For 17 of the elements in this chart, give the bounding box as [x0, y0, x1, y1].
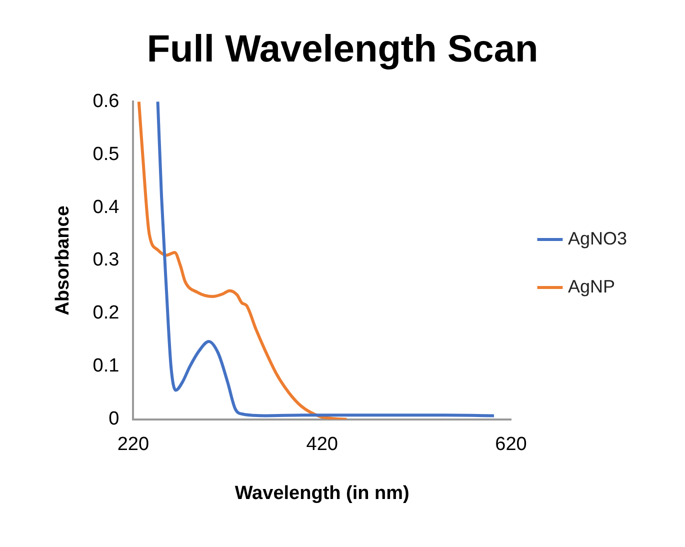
x-axis-title: Wavelength (in nm): [234, 482, 410, 504]
y-tick-label: 0.4: [92, 196, 120, 218]
line-series: [156, 102, 496, 418]
y-axis-title: Absorbance: [52, 206, 74, 316]
y-tick-label: 0.1: [92, 356, 120, 377]
x-tick-label: 620: [495, 434, 527, 456]
x-tick-label: 220: [117, 434, 150, 456]
x-tick-label: 420: [306, 434, 338, 456]
y-tick-label: 0.6: [92, 90, 120, 112]
chart-title: Full Wavelength Scan: [146, 28, 538, 70]
line-series: [137, 102, 348, 420]
y-tick-label: 0.3: [92, 250, 120, 271]
y-tick-label: 0.5: [92, 144, 120, 165]
y-tick-label: 0: [108, 408, 120, 430]
y-tick-label: 0.2: [92, 302, 120, 324]
legend-label: AgNP: [568, 276, 616, 296]
legend-label: AgNO3: [568, 228, 628, 248]
